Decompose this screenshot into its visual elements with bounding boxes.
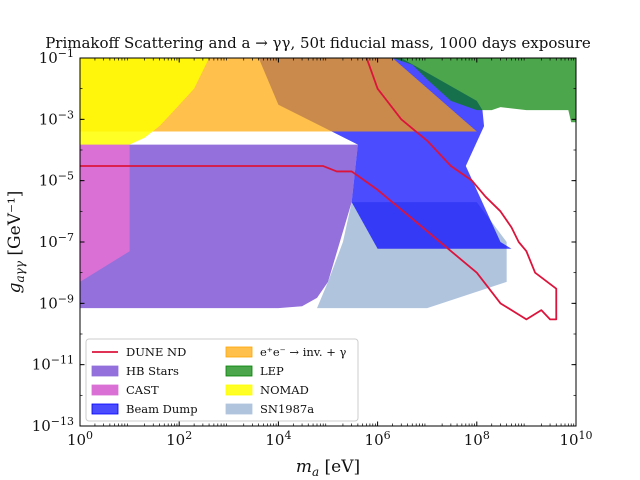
region-hb-stars [80,144,358,426]
legend-entry-sn1987a: SN1987a [225,402,314,416]
legend-label: e⁺e⁻ → inv. + γ [260,345,347,359]
legend-entry-nomad: NOMAD [225,383,309,397]
legend-label: SN1987a [260,402,314,416]
y-axis-label: gaγγ [GeV⁻¹] [5,191,27,294]
legend-swatch [225,365,253,377]
region-lep [392,58,576,123]
legend-swatch [91,403,119,415]
region-cast [80,144,130,282]
legend-entry-dune-nd: DUNE ND [92,345,186,359]
legend-swatch [225,403,253,415]
x-tick-label: 108 [464,429,490,450]
y-tick-label: 10−1 [39,47,74,68]
x-tick-label: 104 [265,429,291,450]
legend-box [85,338,359,422]
legend-swatch [91,365,119,377]
y-tick-label: 10−7 [39,231,74,252]
plot-area [80,58,576,426]
line-dune-nd [80,58,558,321]
legend-label: DUNE ND [126,345,186,359]
legend-entry-e-e-inv: e⁺e⁻ → inv. + γ [225,345,347,359]
plot-frame [79,57,577,427]
legend-label: HB Stars [126,364,179,378]
legend-swatch [225,346,253,358]
legend-swatch [91,384,119,396]
x-tick-label: 102 [166,429,192,450]
legend-label: LEP [260,364,284,378]
chart-title: Primakoff Scattering and a → γγ, 50t fid… [45,34,591,52]
legend-entry-lep: LEP [225,364,284,378]
legend-entry-hb-stars: HB Stars [91,364,179,378]
legend-swatch [225,384,253,396]
region-nomad [80,58,210,145]
legend: DUNE ND HB Stars CAST Beam Dump e⁺e⁻ → inv. … [85,338,359,422]
x-tick-label: 106 [365,429,391,450]
y-tick-label: 10−11 [32,353,74,374]
legend-label: Beam Dump [126,402,198,416]
x-tick-label: 1010 [559,429,592,450]
y-tick-label: 10−9 [39,292,74,313]
legend-entry-cast: CAST [91,383,159,397]
legend-label: CAST [126,383,159,397]
x-axis-label: ma [eV] [296,457,360,479]
x-tick-label: 100 [67,429,93,450]
legend-entry-beam-dump: Beam Dump [91,402,198,416]
y-tick-label: 10−3 [39,108,74,129]
y-tick-label: 10−5 [39,169,74,190]
legend-label: NOMAD [260,383,309,397]
